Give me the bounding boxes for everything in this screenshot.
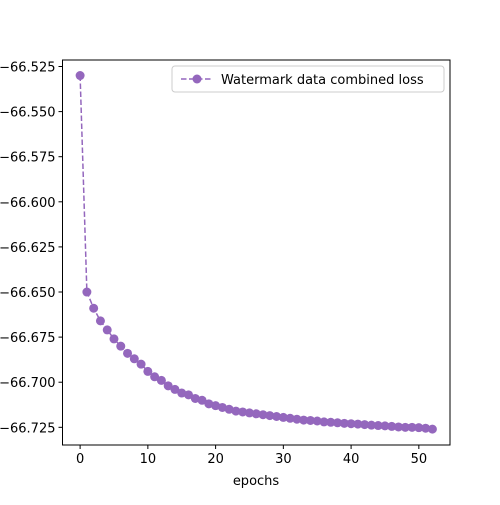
- data-point: [156, 375, 166, 385]
- data-point: [177, 388, 187, 398]
- data-point: [150, 372, 160, 382]
- data-point: [170, 384, 180, 394]
- legend-marker-swatch: [192, 74, 202, 84]
- data-point: [136, 359, 146, 369]
- data-point: [102, 325, 112, 335]
- data-point: [211, 401, 221, 411]
- data-point: [238, 407, 248, 417]
- data-point: [204, 399, 214, 409]
- x-axis-label: epochs: [233, 474, 280, 489]
- x-tick-label: 0: [76, 452, 84, 467]
- data-point: [95, 316, 105, 326]
- data-point: [292, 414, 302, 424]
- data-point: [394, 422, 404, 432]
- data-point: [231, 406, 241, 416]
- data-point: [427, 424, 437, 434]
- data-point: [244, 408, 254, 418]
- data-point: [82, 287, 92, 297]
- data-point: [89, 303, 99, 313]
- data-point: [353, 419, 363, 429]
- data-point: [299, 415, 309, 425]
- data-point: [373, 421, 383, 431]
- data-point: [414, 423, 424, 433]
- data-point: [190, 393, 200, 403]
- data-point: [339, 418, 349, 428]
- data-point: [116, 341, 126, 351]
- y-axis: −66.525 −66.550 −66.575 −66.600 −66.625 −66.6…: [0, 60, 63, 436]
- legend: Watermark data combined loss: [171, 65, 445, 93]
- plot-series: [75, 71, 437, 434]
- y-tick-label: −66.650: [0, 286, 56, 301]
- data-point: [346, 419, 356, 429]
- data-point: [305, 415, 315, 425]
- y-tick-label: −66.550: [0, 106, 56, 121]
- data-point: [360, 420, 370, 430]
- data-point: [400, 422, 410, 432]
- data-point: [333, 418, 343, 428]
- x-axis: 0 10 20 30 40 50: [76, 445, 427, 467]
- data-point: [380, 421, 390, 431]
- data-point: [184, 390, 194, 400]
- data-point: [197, 395, 207, 405]
- data-point: [407, 422, 417, 432]
- y-tick-label: −66.700: [0, 376, 56, 391]
- y-tick-label: −66.525: [0, 60, 56, 75]
- data-point: [272, 411, 282, 421]
- y-tick-label: −66.575: [0, 151, 56, 166]
- x-tick-label: 30: [275, 452, 292, 467]
- x-tick-label: 10: [140, 452, 157, 467]
- data-point: [109, 334, 119, 344]
- data-point: [163, 381, 173, 391]
- data-point: [224, 404, 234, 414]
- data-point: [123, 348, 133, 358]
- data-point: [265, 411, 275, 421]
- data-point: [251, 409, 261, 419]
- data-point: [319, 417, 329, 427]
- data-point: [366, 420, 376, 430]
- x-tick-label: 50: [411, 452, 428, 467]
- y-tick-label: −66.600: [0, 196, 56, 211]
- y-tick-label: −66.625: [0, 241, 56, 256]
- data-point: [217, 402, 227, 412]
- y-tick-label: −66.725: [0, 421, 56, 436]
- legend-box: [171, 65, 445, 93]
- data-point: [312, 416, 322, 426]
- data-point: [129, 354, 139, 364]
- data-point: [143, 366, 153, 376]
- legend-label: Watermark data combined loss: [221, 73, 424, 88]
- y-tick-label: −66.675: [0, 331, 56, 346]
- data-point: [278, 412, 288, 422]
- plot-frame: [62, 59, 451, 446]
- x-tick-label: 20: [207, 452, 224, 467]
- data-point: [75, 71, 85, 81]
- data-point: [258, 410, 268, 420]
- data-point: [326, 417, 336, 427]
- data-point: [387, 421, 397, 431]
- x-tick-label: 40: [343, 452, 360, 467]
- data-point: [421, 423, 431, 433]
- data-point: [285, 413, 295, 423]
